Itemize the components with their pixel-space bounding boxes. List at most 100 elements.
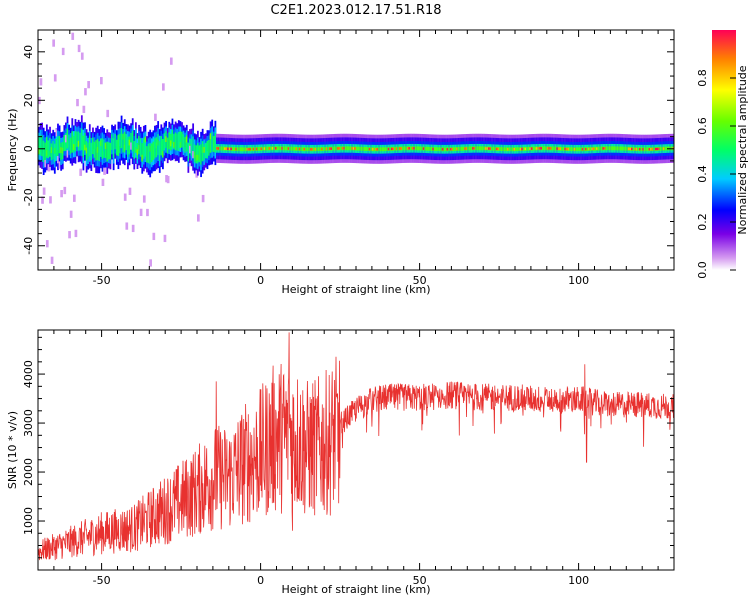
- heatmap-cell: [174, 132, 177, 151]
- heatmap-cell: [301, 147, 304, 152]
- heatmap-cell: [185, 136, 188, 143]
- heatmap-cell: [303, 147, 306, 151]
- heatmap-cell: [95, 140, 98, 161]
- heatmap-cell: [158, 141, 161, 161]
- heatmap-cell: [432, 147, 435, 151]
- heatmap-cell: [136, 149, 139, 156]
- heatmap-cell: [123, 144, 126, 151]
- heatmap-cell: [535, 147, 538, 150]
- heatmap-cell: [50, 256, 54, 264]
- heatmap-cell: [257, 146, 260, 151]
- heatmap-cell: [549, 147, 552, 150]
- heatmap-cell: [254, 147, 257, 152]
- heatmap-cell: [57, 156, 60, 164]
- heatmap-cell: [408, 147, 411, 150]
- heatmap-cell: [198, 146, 201, 163]
- spectrogram-x-tick-label: 50: [413, 274, 427, 287]
- heatmap-cell: [487, 147, 490, 150]
- heatmap-cell: [38, 148, 40, 154]
- heatmap-cell: [419, 146, 422, 151]
- heatmap-cell: [131, 224, 135, 233]
- heatmap-cell: [236, 147, 239, 152]
- heatmap-cell: [152, 232, 156, 241]
- heatmap-cell: [198, 145, 201, 152]
- colorbar-label: Normalized spectral amplitude: [736, 65, 749, 234]
- snr-panel: -50 0 50 100 1000 2000 3000 4000 Height of stra…: [6, 329, 675, 596]
- heatmap-cell: [176, 133, 179, 151]
- heatmap-cell: [357, 146, 360, 151]
- heatmap-cell: [82, 105, 86, 114]
- heatmap-cell: [63, 186, 67, 195]
- heatmap-cell: [139, 138, 142, 157]
- heatmap-cell: [402, 146, 404, 151]
- heatmap-cell: [567, 147, 570, 151]
- heatmap-cell: [341, 147, 344, 150]
- heatmap-cell: [139, 208, 143, 217]
- spectrogram-y-tick-label: 40: [22, 45, 35, 59]
- heatmap-cell: [182, 135, 185, 151]
- heatmap-cell: [581, 148, 584, 151]
- heatmap-cell: [561, 146, 563, 151]
- heatmap-cell: [144, 136, 147, 157]
- heatmap-cell: [160, 136, 163, 156]
- heatmap-cell: [594, 146, 597, 151]
- heatmap-cell: [468, 146, 471, 151]
- heatmap-cell: [405, 146, 408, 151]
- heatmap-cell: [650, 147, 652, 151]
- heatmap-cell: [529, 147, 532, 150]
- heatmap-cell: [524, 147, 527, 151]
- heatmap-cell: [508, 147, 511, 152]
- heatmap-cell: [44, 142, 47, 162]
- heatmap-cell: [79, 132, 82, 151]
- heatmap-cell: [629, 147, 632, 151]
- heatmap-cell: [107, 142, 110, 159]
- heatmap-cell: [212, 136, 215, 152]
- heatmap-cell: [182, 134, 185, 140]
- heatmap-cell: [41, 196, 44, 204]
- heatmap-cell: [615, 146, 617, 151]
- heatmap-cell: [314, 148, 317, 151]
- heatmap-cell: [483, 146, 485, 151]
- heatmap-cell: [538, 147, 541, 150]
- heatmap-cell: [645, 147, 648, 152]
- heatmap-cell: [527, 146, 530, 151]
- heatmap-cell: [653, 147, 656, 152]
- heatmap-cell: [486, 147, 489, 150]
- heatmap-cell: [214, 132, 217, 153]
- heatmap-cell: [356, 146, 358, 151]
- heatmap-cell: [60, 147, 63, 154]
- heatmap-cell: [149, 142, 152, 165]
- heatmap-cell: [588, 147, 590, 151]
- heatmap-cell: [351, 147, 354, 150]
- heatmap-cell: [338, 147, 341, 150]
- heatmap-cell: [418, 146, 420, 151]
- heatmap-cell: [413, 147, 416, 150]
- heatmap-cell: [74, 131, 77, 152]
- heatmap-cell: [72, 194, 76, 202]
- heatmap-cell: [492, 146, 495, 151]
- heatmap-cell: [220, 146, 223, 151]
- heatmap-cell: [122, 133, 125, 140]
- heatmap-cell: [120, 127, 123, 149]
- heatmap-cell: [602, 147, 605, 150]
- heatmap-cell: [177, 131, 180, 152]
- heatmap-cell: [454, 147, 457, 151]
- heatmap-cell: [243, 147, 245, 152]
- heatmap-cell: [480, 146, 482, 151]
- heatmap-cell: [39, 135, 42, 156]
- heatmap-cell: [619, 146, 622, 151]
- heatmap-cell: [165, 136, 167, 142]
- heatmap-cell: [381, 147, 384, 152]
- heatmap-cell: [189, 145, 192, 154]
- heatmap-cell: [68, 231, 71, 239]
- heatmap-cell: [481, 146, 484, 151]
- heatmap-cell: [84, 144, 86, 151]
- heatmap-cell: [169, 140, 172, 147]
- heatmap-cell: [368, 147, 371, 151]
- heatmap-cell: [659, 146, 662, 151]
- heatmap-cell: [322, 147, 325, 151]
- heatmap-cell: [519, 147, 522, 151]
- heatmap-cell: [319, 147, 322, 152]
- heatmap-cell: [495, 147, 498, 151]
- heatmap-cell: [639, 148, 641, 151]
